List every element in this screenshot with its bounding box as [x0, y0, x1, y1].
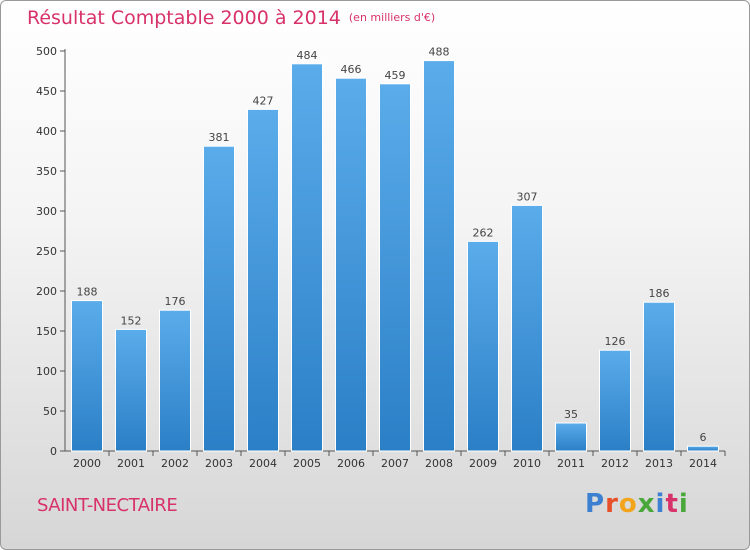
- x-tick-label: 2007: [381, 457, 409, 470]
- bar-2010[interactable]: [511, 204, 543, 452]
- x-tick-label: 2009: [469, 457, 497, 470]
- bar-2007[interactable]: [379, 83, 411, 452]
- bar-2012[interactable]: [599, 349, 631, 452]
- y-tick-label: 150: [36, 325, 57, 338]
- y-tick-label: 50: [43, 405, 57, 418]
- bar-2001[interactable]: [115, 328, 147, 452]
- data-labels: 188 152 176 381 427 484 466 459 488 262 307 35 126 18…: [77, 46, 707, 445]
- y-tick-label: 400: [36, 125, 57, 138]
- data-label-2006: 466: [341, 63, 362, 76]
- data-label-2000: 188: [77, 286, 98, 299]
- bar-2009[interactable]: [467, 240, 499, 452]
- data-label-2008: 488: [429, 46, 450, 59]
- data-label-2012: 126: [605, 335, 626, 348]
- x-tick-label: 2001: [117, 457, 145, 470]
- x-tick-label: 2005: [293, 457, 321, 470]
- bar-2000[interactable]: [71, 300, 103, 452]
- bar-2006[interactable]: [335, 77, 367, 452]
- x-tick-label: 2008: [425, 457, 453, 470]
- x-tick-label: 2011: [557, 457, 585, 470]
- y-tick-label: 450: [36, 85, 57, 98]
- bar-2014[interactable]: [687, 445, 719, 452]
- data-label-2007: 459: [385, 69, 406, 82]
- y-tick-label: 250: [36, 245, 57, 258]
- logo-letter: P: [585, 489, 606, 519]
- bar-2003[interactable]: [203, 145, 235, 452]
- bar-2013[interactable]: [643, 301, 675, 452]
- bar-2002[interactable]: [159, 309, 191, 452]
- bar-2005[interactable]: [291, 63, 323, 452]
- proxiti-logo[interactable]: Proxiti: [585, 489, 689, 519]
- data-label-2004: 427: [253, 94, 274, 107]
- chart-subtitle: (en milliers d'€): [348, 11, 436, 24]
- y-tick-label: 0: [50, 445, 57, 458]
- data-label-2011: 35: [564, 408, 578, 421]
- x-tick-label: 2006: [337, 457, 365, 470]
- x-tick-label: 2003: [205, 457, 233, 470]
- chart-title-text: Résultat Comptable 2000 à 2014: [27, 7, 341, 29]
- y-tick-label: 350: [36, 165, 57, 178]
- logo-letter: i: [678, 489, 689, 519]
- data-label-2010: 307: [517, 190, 538, 203]
- x-tick-label: 2012: [601, 457, 629, 470]
- bars: [71, 60, 719, 452]
- logo-letter: i: [655, 489, 666, 519]
- bar-2011[interactable]: [555, 422, 587, 452]
- bar-2004[interactable]: [247, 108, 279, 452]
- data-label-2001: 152: [121, 314, 142, 327]
- logo-letter: t: [665, 489, 679, 519]
- data-label-2009: 262: [473, 226, 494, 239]
- x-tick-label: 2014: [689, 457, 717, 470]
- commune-name: SAINT-NECTAIRE: [37, 495, 178, 516]
- logo-letter: r: [605, 489, 619, 519]
- x-tick-label: 2000: [73, 457, 101, 470]
- data-label-2005: 484: [297, 49, 318, 62]
- y-tick-label: 100: [36, 365, 57, 378]
- x-tick-label: 2010: [513, 457, 541, 470]
- x-tick-label: 2013: [645, 457, 673, 470]
- y-tick-label: 200: [36, 285, 57, 298]
- logo-letter: o: [618, 489, 638, 519]
- data-label-2013: 186: [649, 287, 670, 300]
- chart-title: Résultat Comptable 2000 à 2014 (en millie…: [27, 7, 435, 29]
- y-tick-label: 300: [36, 205, 57, 218]
- x-tick-label: 2002: [161, 457, 189, 470]
- data-label-2002: 176: [165, 295, 186, 308]
- logo-letter: x: [637, 489, 656, 519]
- data-label-2003: 381: [209, 131, 230, 144]
- y-tick-label: 500: [36, 45, 57, 58]
- bar-2008[interactable]: [423, 60, 455, 452]
- x-tick-label: 2004: [249, 457, 277, 470]
- data-label-2014: 6: [700, 431, 707, 444]
